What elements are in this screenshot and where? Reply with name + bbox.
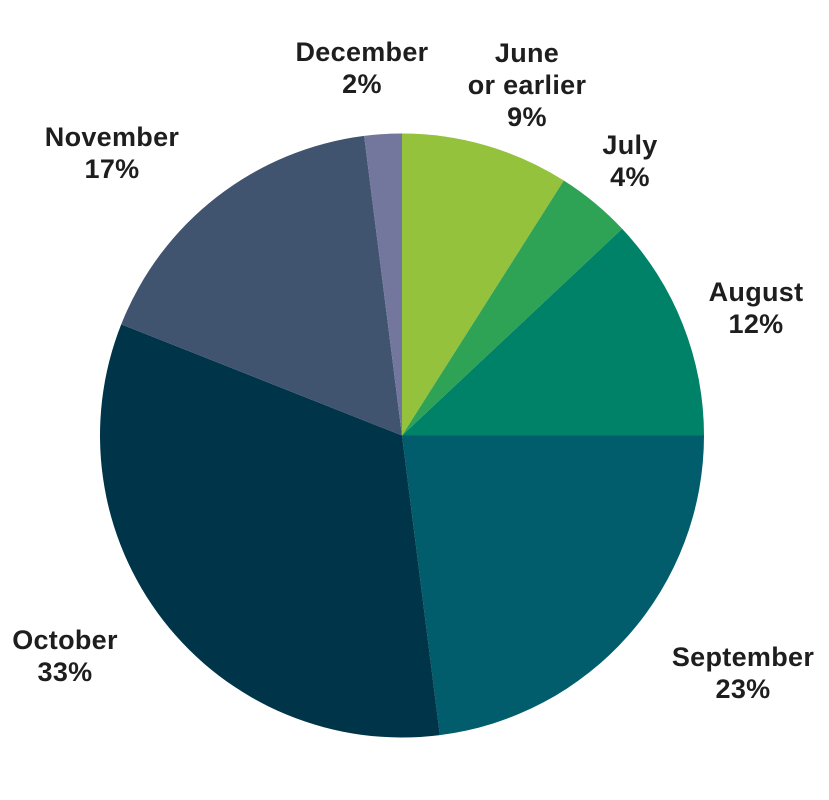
label-value: 12% [728, 309, 784, 339]
label-june-or-earlier: June or earlier 9% [468, 37, 587, 133]
label-text: July [602, 130, 658, 160]
label-text: or earlier [467, 70, 587, 100]
label-value: 4% [610, 162, 650, 192]
label-value: 23% [715, 674, 771, 704]
label-july: July 4% [602, 129, 657, 193]
label-text: December [295, 37, 429, 67]
label-text: November [44, 122, 180, 152]
label-value: 2% [342, 69, 382, 99]
label-december: December 2% [296, 36, 429, 100]
label-value: 17% [84, 154, 140, 184]
pie-slice-june-or-earlier [402, 133, 564, 436]
label-text: June [494, 38, 560, 68]
label-value: 33% [37, 657, 93, 687]
pie-slice-august [402, 228, 704, 436]
pie-slice-september [402, 435, 704, 736]
pie-slice-december [364, 133, 402, 436]
pie-slice-july [402, 180, 623, 436]
pie-slice-october [100, 324, 440, 738]
label-text: October [12, 625, 118, 655]
label-august: August 12% [709, 276, 804, 340]
label-text: September [671, 642, 815, 672]
label-text: August [708, 277, 804, 307]
pie-slice-november [121, 135, 403, 436]
label-value: 9% [507, 102, 547, 132]
label-november: November 17% [45, 121, 179, 185]
label-september: September 23% [672, 641, 814, 705]
label-october: October 33% [12, 624, 118, 688]
